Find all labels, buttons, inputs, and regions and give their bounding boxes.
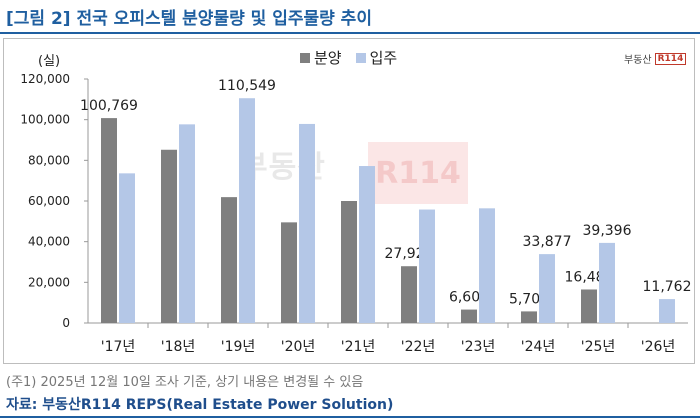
bar-move [599,242,615,323]
legend-item-sale: 분양 [300,47,342,68]
bar-move [119,173,135,323]
legend-label-move: 입주 [369,49,398,67]
bar-sale [401,266,417,323]
data-label: 110,549 [218,78,276,94]
bar-move [419,209,435,323]
bar-move [539,254,555,323]
page-title: [그림 2] 전국 오피스텔 분양물량 및 입주물량 추이 [6,9,372,29]
bar-sale [341,201,357,323]
bar-move [239,98,255,323]
brand-logo: 부동산 R114 [624,51,687,66]
bar-move [479,208,495,323]
x-tick-label: '24년 [521,339,556,355]
bar-sale [581,289,597,323]
bar-sale [521,311,537,323]
source-line: 자료: 부동산R114 REPS(Real Estate Power Solut… [6,397,394,413]
bar-move [179,124,195,324]
y-tick-label: 120,000 [20,72,70,86]
bar-move [359,166,375,323]
top-rule [0,32,700,34]
y-axis-unit: (실) [38,54,61,69]
y-tick-label: 60,000 [28,194,70,208]
bar-sale [101,118,117,324]
x-tick-label: '20년 [281,339,316,355]
bar-sale [281,222,297,323]
y-tick-label: 80,000 [28,153,70,167]
legend-swatch-move [355,52,366,63]
y-tick-label: 100,000 [20,113,70,127]
x-tick-label: '26년 [641,339,676,355]
legend-swatch-sale [300,52,310,63]
watermark-logo-box: R114 [368,142,468,204]
data-label: 33,877 [523,234,572,250]
bar-sale [221,197,237,323]
brand-logo-box: R114 [654,52,687,65]
bar-move [659,299,675,323]
y-tick-label: 20,000 [28,275,70,289]
footnote: (주1) 2025년 12월 10일 조사 기준, 상기 내용은 변경될 수 있… [6,375,364,390]
legend-label-sale: 분양 [314,49,342,67]
brand-logo-text: 부동산 [624,55,652,66]
x-tick-label: '18년 [161,339,196,355]
legend-item-move: 입주 [355,47,398,68]
x-tick-label: '21년 [341,339,376,355]
x-tick-label: '25년 [581,339,616,355]
y-tick-label: 0 [62,316,70,330]
bottom-rule [0,416,700,418]
bar-sale [161,149,177,323]
bar-move [299,123,315,323]
data-label: 100,769 [80,98,138,114]
x-tick-label: '23년 [461,339,496,355]
x-tick-label: '17년 [101,339,136,355]
data-label: 39,396 [583,223,632,239]
y-tick-label: 40,000 [28,235,70,249]
data-label: 11,762 [643,279,692,295]
x-tick-label: '19년 [221,339,256,355]
legend: 분양 입주 [300,47,397,68]
chart-frame [3,38,695,364]
x-tick-label: '22년 [401,339,436,355]
bar-sale [461,309,477,323]
